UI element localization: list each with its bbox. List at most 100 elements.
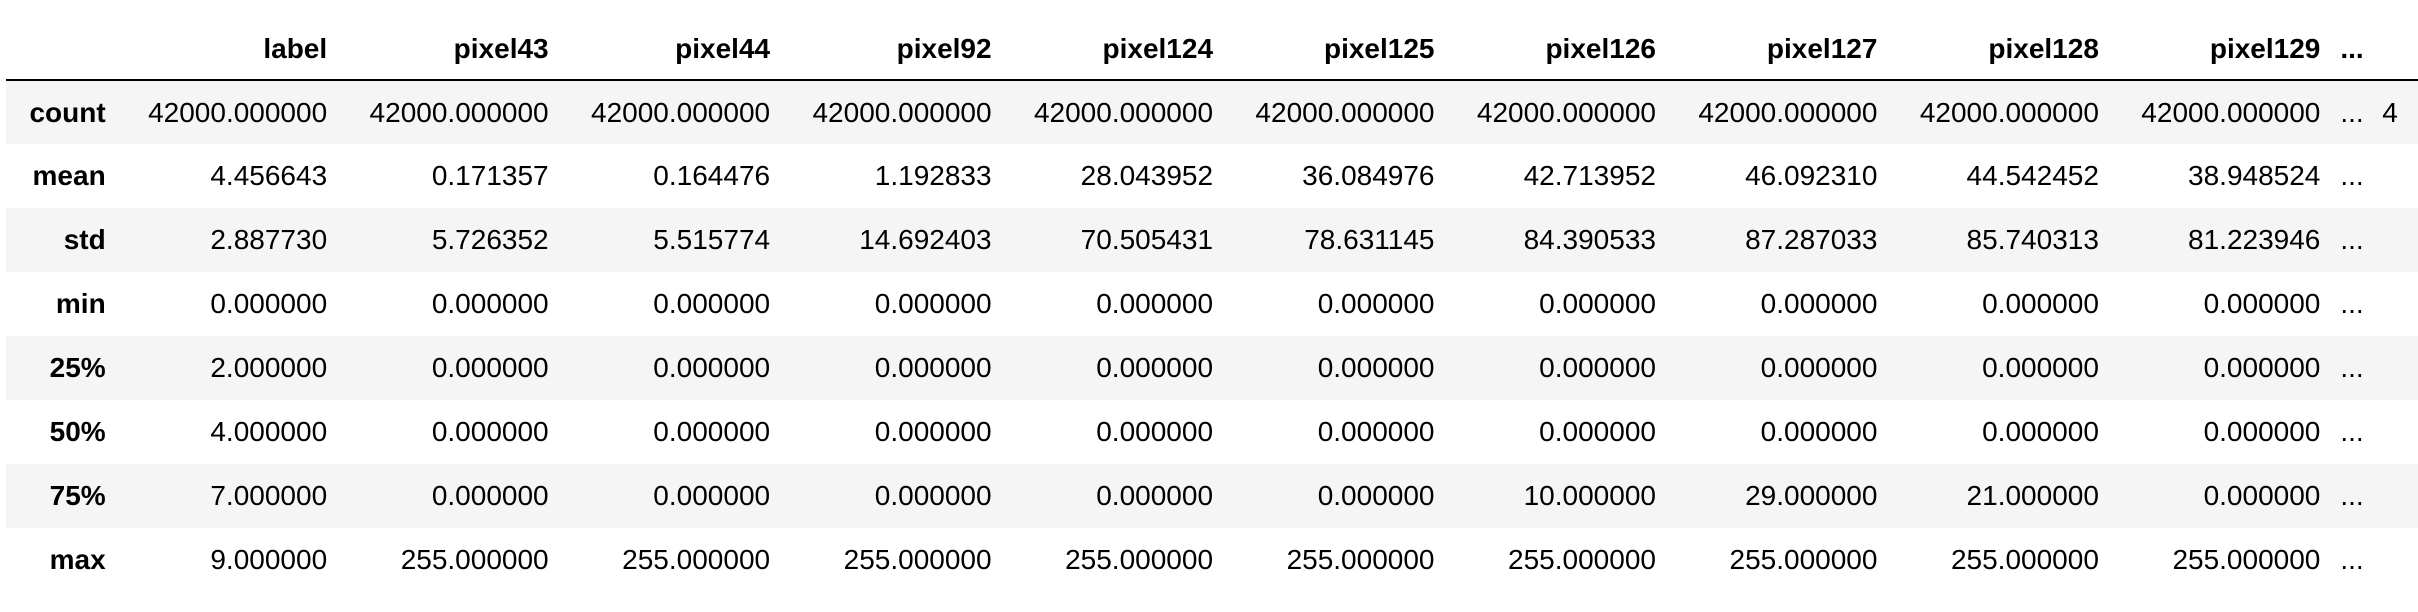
table-cell: 42000.000000: [1919, 96, 2099, 128]
table-cell: 4.000000: [210, 416, 328, 447]
column-header: pixel44: [554, 18, 777, 81]
table-cell: 87.287033: [1745, 224, 1878, 255]
header-row: label pixel43 pixel44 pixel92 pixel124 p…: [6, 18, 2418, 81]
table-cell: 0.000000: [1539, 352, 1656, 383]
table-row: 25% 2.000000 0.000000 0.000000 0.000000 0.000…: [6, 336, 2418, 400]
table-cell: 0.000000: [1317, 416, 1435, 447]
table-row: count 42000.000000 42000.000000 42000.00000…: [6, 80, 2418, 144]
column-header: pixel127: [1661, 18, 1884, 81]
truncated-cell: 4: [2382, 96, 2398, 128]
table-cell: 0.000000: [2203, 288, 2321, 319]
table-row: min 0.000000 0.000000 0.000000 0.000000 0.000…: [6, 272, 2418, 336]
column-header: pixel126: [1440, 18, 1662, 81]
table-cell: 0.000000: [874, 480, 992, 511]
table-cell: 81.223946: [2188, 224, 2321, 255]
table-cell: 0.000000: [653, 480, 771, 511]
table-cell: 9.000000: [210, 544, 328, 575]
truncated-cell: [2378, 208, 2418, 272]
table-cell: 0.000000: [1539, 288, 1656, 319]
index-header: [6, 18, 112, 81]
ellipsis-cell: ...: [2340, 480, 2364, 511]
truncated-cell: [2378, 528, 2418, 592]
row-index-label: max: [49, 544, 106, 575]
column-header: label: [111, 18, 334, 81]
table-cell: 78.631145: [1304, 224, 1435, 255]
table-cell: 70.505431: [1080, 224, 1214, 255]
table-cell: 0.000000: [1096, 480, 1214, 511]
table-cell: 0.000000: [1760, 288, 1878, 319]
truncated-cell: [2378, 272, 2418, 336]
table-cell: 42000.000000: [1033, 96, 1214, 128]
describe-table: label pixel43 pixel44 pixel92 pixel124 p…: [6, 18, 2418, 592]
table-cell: 0.000000: [1317, 480, 1435, 511]
table-cell: 5.515774: [653, 224, 771, 255]
row-index-label: std: [63, 224, 106, 255]
table-cell: 255.000000: [1508, 544, 1656, 575]
table-cell: 42000.000000: [1476, 96, 1656, 128]
truncated-cell: [2378, 464, 2418, 528]
table-cell: 0.000000: [1096, 352, 1214, 383]
table-body: count 42000.000000 42000.000000 42000.00000…: [6, 80, 2418, 592]
table-cell: 42000.000000: [591, 96, 771, 128]
table-cell: 0.164476: [653, 160, 771, 191]
dataframe-output: label pixel43 pixel44 pixel92 pixel124 p…: [6, 18, 2418, 592]
table-cell: 5.726352: [431, 224, 549, 255]
truncated-cell: [2378, 400, 2418, 464]
table-cell: 85.740313: [1966, 224, 2099, 255]
row-index-label: count: [29, 96, 106, 128]
ellipsis-header: ...: [2326, 18, 2379, 81]
table-cell: 4.456643: [210, 160, 328, 191]
table-cell: 0.000000: [431, 480, 549, 511]
truncated-cell: [2378, 144, 2418, 208]
table-cell: 42000.000000: [369, 96, 549, 128]
table-cell: 0.000000: [431, 288, 549, 319]
table-cell: 0.000000: [1539, 416, 1656, 447]
ellipsis-cell: ...: [2340, 352, 2364, 383]
table-cell: 0.000000: [874, 352, 992, 383]
column-header: pixel43: [333, 18, 555, 81]
table-cell: 84.390533: [1523, 224, 1656, 255]
row-index-label: 50%: [49, 416, 106, 447]
table-cell: 0.000000: [1982, 416, 2099, 447]
table-header: label pixel43 pixel44 pixel92 pixel124 p…: [6, 18, 2418, 81]
table-cell: 0.000000: [1096, 288, 1214, 319]
table-cell: 0.000000: [210, 288, 328, 319]
table-cell: 42000.000000: [148, 96, 328, 128]
table-cell: 2.000000: [210, 352, 328, 383]
table-cell: 0.000000: [653, 352, 771, 383]
table-cell: 0.000000: [1982, 352, 2099, 383]
ellipsis-cell: ...: [2340, 544, 2364, 575]
table-cell: 0.000000: [2203, 480, 2321, 511]
table-cell: 7.000000: [210, 480, 328, 511]
ellipsis-cell: ...: [2340, 224, 2364, 255]
table-cell: 44.542452: [1966, 160, 2099, 191]
row-index-label: min: [55, 288, 106, 319]
table-cell: 42000.000000: [2141, 96, 2321, 128]
row-index-label: 75%: [49, 480, 106, 511]
table-cell: 255.000000: [1065, 544, 1214, 575]
table-row: 50% 4.000000 0.000000 0.000000 0.000000 0.000…: [6, 400, 2418, 464]
table-cell: 36.084976: [1302, 160, 1435, 191]
table-cell: 0.171357: [431, 160, 549, 191]
ellipsis-cell: ...: [2340, 416, 2364, 447]
truncated-cell: [2378, 336, 2418, 400]
column-header: pixel129: [2104, 18, 2327, 81]
table-cell: 255.000000: [1286, 544, 1435, 575]
ellipsis-cell: ...: [2340, 288, 2364, 319]
table-cell: 0.000000: [2203, 416, 2321, 447]
column-header: pixel128: [1883, 18, 2105, 81]
table-cell: 255.000000: [622, 544, 771, 575]
table-cell: 21.000000: [1966, 480, 2099, 511]
table-cell: 38.948524: [2188, 160, 2321, 191]
table-cell: 28.043952: [1080, 160, 1214, 191]
table-cell: 0.000000: [431, 416, 549, 447]
table-cell: 42.713952: [1523, 160, 1656, 191]
table-cell: 46.092310: [1745, 160, 1878, 191]
table-cell: 1.192833: [874, 160, 992, 191]
table-cell: 255.000000: [1950, 544, 2099, 575]
column-header: pixel125: [1219, 18, 1441, 81]
truncated-header: [2378, 18, 2418, 81]
table-row: max 9.000000 255.000000 255.000000 255.00000…: [6, 528, 2418, 592]
table-cell: 10.000000: [1523, 480, 1656, 511]
ellipsis-cell: ...: [2340, 160, 2364, 191]
